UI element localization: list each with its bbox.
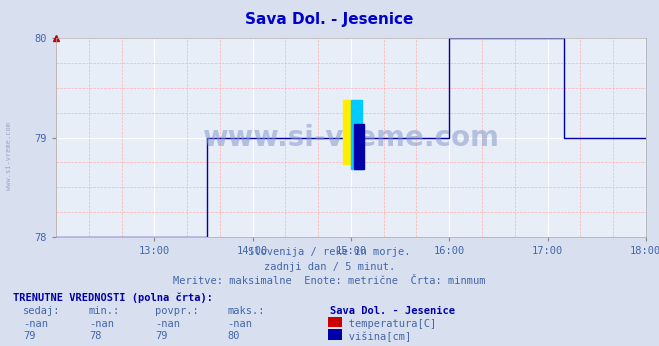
- Text: maks.:: maks.:: [227, 306, 265, 316]
- Text: 80: 80: [227, 331, 240, 342]
- Text: min.:: min.:: [89, 306, 120, 316]
- Text: -nan: -nan: [155, 319, 180, 329]
- Text: višina[cm]: višina[cm]: [330, 331, 411, 342]
- Bar: [343, 100, 357, 164]
- Bar: [351, 100, 362, 169]
- Text: -nan: -nan: [23, 319, 48, 329]
- Text: Sava Dol. - Jesenice: Sava Dol. - Jesenice: [245, 12, 414, 27]
- Text: Sava Dol. - Jesenice: Sava Dol. - Jesenice: [330, 306, 455, 316]
- Text: 79: 79: [155, 331, 167, 342]
- Text: 78: 78: [89, 331, 101, 342]
- Text: sedaj:: sedaj:: [23, 306, 61, 316]
- Text: temperatura[C]: temperatura[C]: [330, 319, 436, 329]
- Text: www.si-vreme.com: www.si-vreme.com: [202, 124, 500, 152]
- Text: povpr.:: povpr.:: [155, 306, 198, 316]
- Text: Meritve: maksimalne  Enote: metrične  Črta: minmum: Meritve: maksimalne Enote: metrične Črta…: [173, 276, 486, 286]
- Text: 79: 79: [23, 331, 36, 342]
- Text: TRENUTNE VREDNOSTI (polna črta):: TRENUTNE VREDNOSTI (polna črta):: [13, 292, 213, 303]
- Text: www.si-vreme.com: www.si-vreme.com: [5, 122, 12, 190]
- Bar: [354, 124, 364, 169]
- Text: -nan: -nan: [89, 319, 114, 329]
- Text: -nan: -nan: [227, 319, 252, 329]
- Text: Slovenija / reke in morje.: Slovenija / reke in morje.: [248, 247, 411, 257]
- Text: zadnji dan / 5 minut.: zadnji dan / 5 minut.: [264, 262, 395, 272]
